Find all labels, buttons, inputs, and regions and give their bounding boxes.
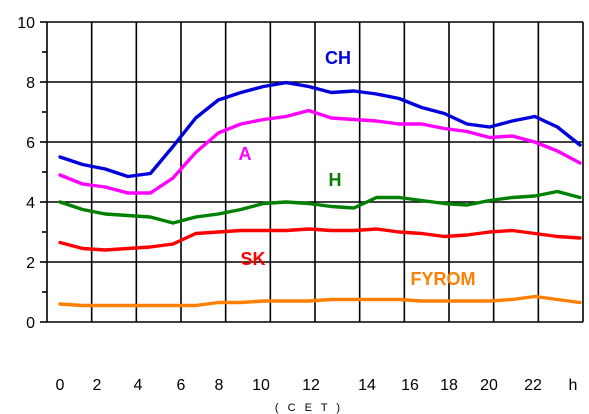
- chart-grid: [40, 21, 584, 323]
- series-line-fyrom: [58, 294, 582, 308]
- series-label-h: H: [329, 170, 342, 190]
- series-label-sk: SK: [240, 249, 265, 269]
- series-line-h: [58, 189, 582, 225]
- y-axis-ticks: 0 2 4 6 8 10: [17, 15, 35, 332]
- x-tick-label: h: [569, 377, 578, 394]
- y-tick-label: 0: [26, 315, 35, 332]
- x-tick-label: 14: [358, 377, 376, 394]
- series-line-ch: [58, 80, 582, 179]
- x-tick-label: 10: [252, 377, 270, 394]
- x-tick-label: 2: [93, 377, 102, 394]
- y-tick-label: 6: [26, 135, 35, 152]
- chart-series: [58, 80, 582, 308]
- y-tick-label: 4: [26, 195, 35, 212]
- x-tick-label: 18: [440, 377, 458, 394]
- x-tick-label: 16: [401, 377, 419, 394]
- y-tick-label: 8: [26, 75, 35, 92]
- series-label-ch: CH: [325, 48, 351, 68]
- x-tick-label: 22: [524, 377, 542, 394]
- x-tick-label: 4: [134, 377, 143, 394]
- y-tick-label: 2: [26, 255, 35, 272]
- x-tick-label: 8: [215, 377, 224, 394]
- x-tick-label: 12: [302, 377, 320, 394]
- chart-series-labels: CH A H SK FYROM: [239, 48, 476, 289]
- x-tick-label: 20: [480, 377, 498, 394]
- x-tick-label: 0: [56, 377, 65, 394]
- series-label-a: A: [239, 144, 252, 164]
- x-axis-ticks: 0 2 4 6 8 10 12 14 16 18 20 22 h: [56, 377, 578, 394]
- x-tick-label: 6: [177, 377, 186, 394]
- x-axis-unit-label: ( C E T ): [275, 402, 343, 414]
- series-line-sk: [58, 227, 582, 252]
- series-line-a: [58, 108, 582, 195]
- y-tick-label: 10: [17, 15, 35, 32]
- series-label-fyrom: FYROM: [411, 269, 476, 289]
